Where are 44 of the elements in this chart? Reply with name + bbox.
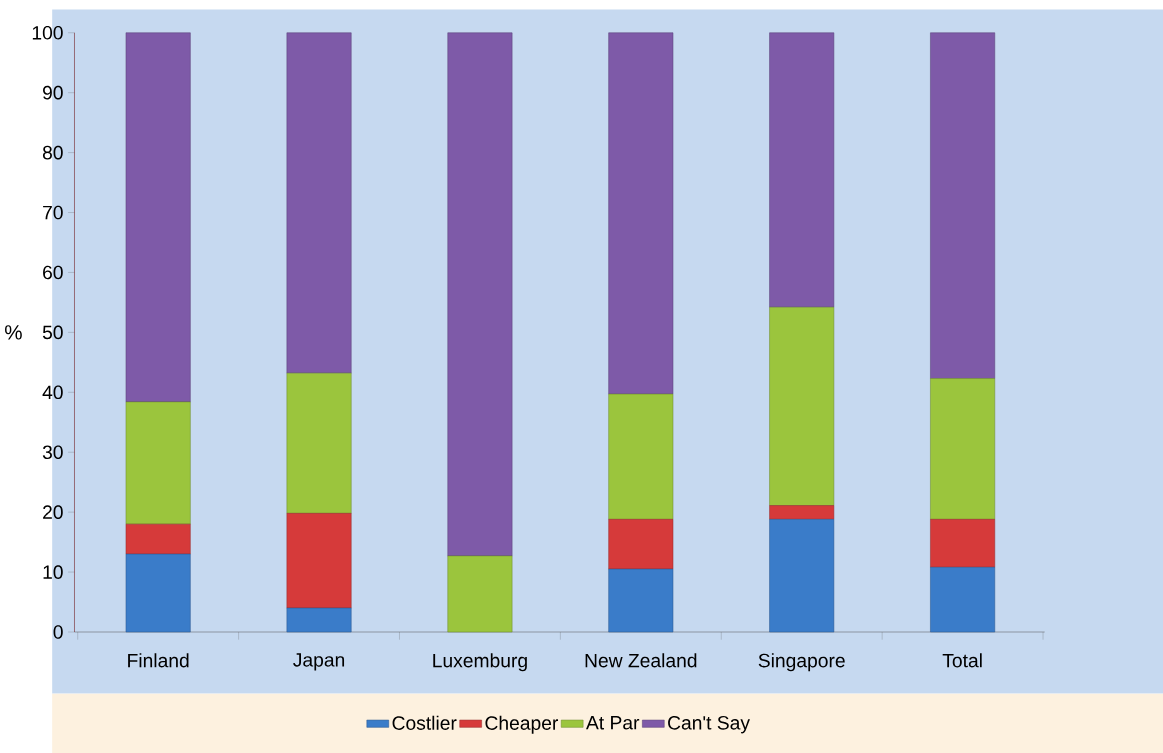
bar — [125, 32, 191, 402]
bar — [125, 553, 191, 633]
bar — [930, 378, 996, 520]
legend-label: Can't Say — [668, 715, 750, 734]
legend-label: At Par — [586, 715, 640, 730]
y-tick-label: 90 — [43, 85, 63, 100]
bar — [125, 401, 191, 525]
bar — [769, 306, 835, 506]
y-axis-title: % — [5, 324, 22, 340]
x-tick-label: Finland — [128, 653, 189, 668]
y-tick-label: 100 — [32, 25, 63, 40]
y-tick-label: 50 — [42, 325, 63, 339]
x-tick-label: New Zealand — [585, 653, 697, 668]
legend-label: Costlier — [392, 715, 457, 730]
y-tick-label: 60 — [43, 265, 63, 280]
x-tick-label: Luxemburg — [433, 653, 527, 671]
bar — [447, 32, 513, 556]
bar — [608, 32, 674, 395]
y-tick-label: 40 — [42, 385, 63, 399]
y-tick-label: 70 — [43, 205, 63, 220]
bar — [125, 523, 191, 555]
bar — [769, 518, 835, 633]
y-tick-label: 0 — [53, 624, 63, 639]
bar — [286, 372, 352, 514]
y-tick-label: 10 — [43, 565, 63, 579]
legend-label: Cheaper — [485, 715, 559, 734]
bar — [286, 607, 352, 633]
bar — [447, 555, 513, 633]
bar — [608, 393, 674, 520]
y-tick-label: 30 — [42, 445, 63, 459]
bar — [769, 32, 835, 308]
y-tick-label: 80 — [42, 145, 63, 160]
bar — [930, 32, 996, 379]
bar — [286, 512, 352, 609]
bar — [608, 518, 674, 570]
bar — [769, 505, 835, 520]
x-tick-label: Japan — [293, 653, 345, 671]
x-tick-label: Singapore — [758, 653, 845, 671]
bar — [930, 518, 996, 568]
y-tick-label: 20 — [43, 505, 63, 519]
x-tick-label: Total — [942, 653, 982, 668]
bar — [608, 568, 674, 633]
bar — [930, 566, 996, 633]
bar — [286, 32, 352, 374]
